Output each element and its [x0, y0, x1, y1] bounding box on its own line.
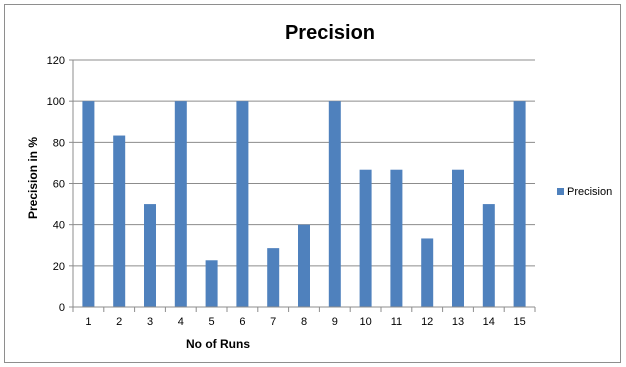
x-tick-label: 2 [116, 316, 122, 328]
x-tick-label: 4 [178, 316, 184, 328]
x-tick-label: 11 [391, 316, 402, 328]
axes [72, 60, 535, 308]
x-tick-labels: 1 2 3 4 5 6 7 8 9 10 11 12 13 14 15 [85, 316, 525, 328]
x-tick-label: 5 [209, 316, 215, 328]
y-tick-label: 20 [53, 261, 65, 273]
x-tick-label: 10 [359, 316, 371, 328]
x-tick-label: 1 [85, 316, 91, 328]
bars [82, 101, 526, 308]
y-axis-label: Precision in % [26, 137, 40, 219]
bar [359, 169, 372, 307]
legend-swatch [557, 188, 564, 195]
bar [390, 169, 403, 307]
bar [82, 101, 95, 308]
bar [452, 169, 464, 307]
y-tick-label: 0 [59, 302, 65, 314]
y-tick-label: 80 [53, 137, 65, 149]
bar [482, 204, 495, 307]
bar [421, 238, 434, 307]
bar [236, 101, 249, 308]
bar [328, 101, 341, 308]
chart-title: Precision [285, 22, 375, 44]
y-tick-label: 100 [47, 96, 65, 108]
x-tick-label: 7 [270, 316, 276, 328]
x-tick-label: 3 [147, 316, 153, 328]
bar [144, 204, 156, 307]
y-tick-labels: 0 20 40 60 80 100 120 [47, 55, 65, 314]
x-tick-label: 13 [452, 316, 464, 328]
x-tick-label: 14 [483, 316, 495, 328]
legend: Precision [557, 186, 612, 198]
x-axis-label: No of Runs [186, 337, 250, 351]
x-tick-label: 6 [239, 316, 245, 328]
legend-label: Precision [567, 186, 612, 198]
bar [298, 224, 310, 307]
y-tick-label: 120 [47, 55, 65, 67]
x-tick-label: 15 [513, 316, 525, 328]
bar [205, 260, 218, 307]
x-tick-label: 8 [301, 316, 307, 328]
bar [267, 248, 280, 307]
x-tick-label: 12 [421, 316, 433, 328]
y-tick-label: 40 [53, 220, 65, 232]
bar [174, 101, 187, 308]
bar [113, 135, 126, 307]
bar [513, 101, 526, 308]
y-tick-label: 60 [53, 179, 65, 191]
x-tick-label: 9 [332, 316, 338, 328]
